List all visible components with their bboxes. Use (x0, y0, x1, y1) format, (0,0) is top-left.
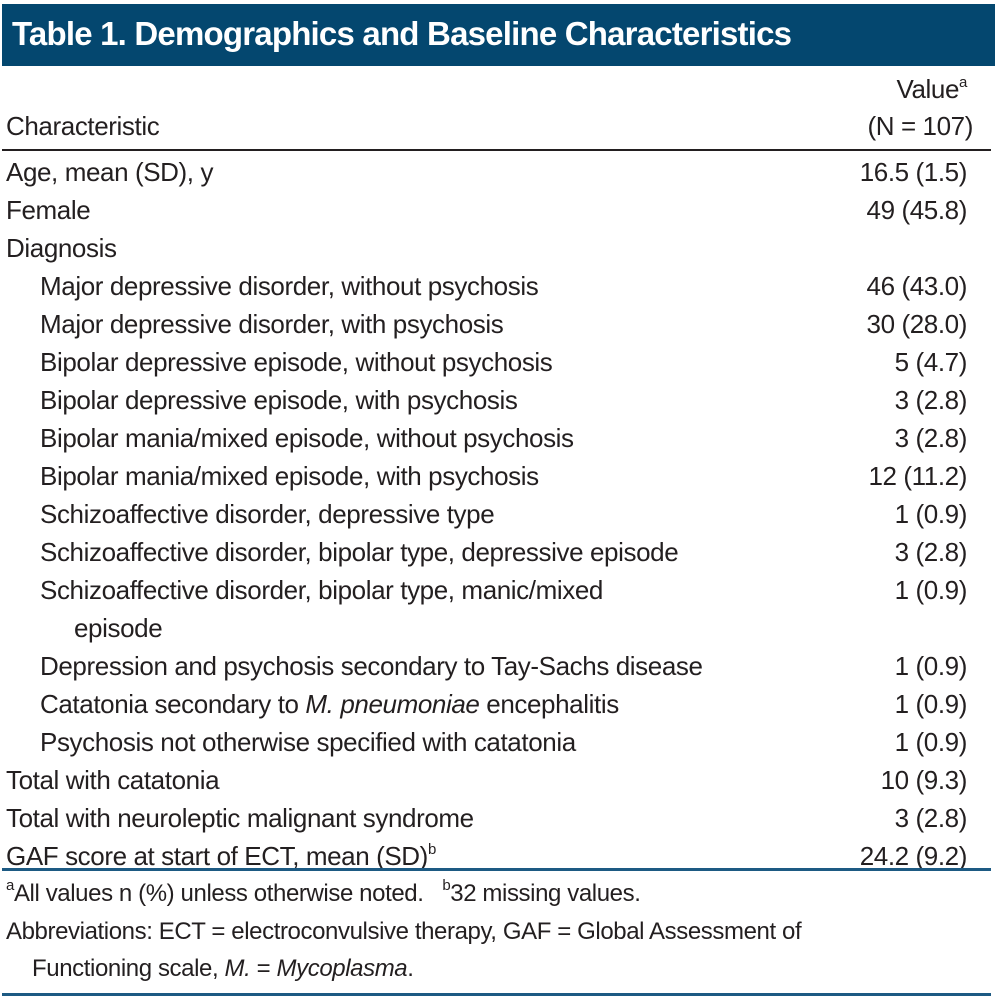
row-value: 1 (0.9) (894, 575, 968, 605)
row-label: Total with neuroleptic malignant syndrom… (6, 799, 474, 837)
row-label: Major depressive disorder, without psych… (40, 267, 539, 305)
footer-bottom-rule (2, 993, 991, 996)
row-label: Diagnosis (6, 229, 117, 267)
value-column-header: Valuea (896, 74, 967, 105)
table-row: Bipolar mania/mixed episode, with psycho… (0, 457, 995, 495)
row-label: Catatonia secondary to M. pneumoniae enc… (40, 685, 619, 723)
row-label: Schizoaffective disorder, bipolar type, … (40, 533, 679, 571)
row-label-part: Catatonia secondary to (40, 689, 306, 719)
row-value: 30 (28.0) (866, 309, 968, 339)
row-label-text: Bipolar depressive episode, without psyc… (40, 347, 553, 377)
table-bottom-rule (2, 868, 991, 871)
abbreviations-line-1: Abbreviations: ECT = electroconvulsive t… (6, 918, 802, 945)
abbrev-text: = (250, 955, 277, 982)
row-label-text: Bipolar mania/mixed episode, with psycho… (40, 461, 539, 491)
row-value: 1 (0.9) (894, 727, 968, 757)
abbrev-text: . (407, 955, 414, 982)
footnote-b: 32 missing values. (450, 880, 641, 907)
table-row: Schizoaffective disorder, depressive typ… (0, 495, 995, 533)
row-label-text: Bipolar depressive episode, with psychos… (40, 385, 518, 415)
characteristic-column-header: Characteristic (6, 111, 160, 141)
row-value: 16.5 (1.5) (859, 157, 968, 187)
row-value: 3 (2.8) (894, 423, 968, 453)
row-label: Psychosis not otherwise specified with c… (40, 723, 576, 761)
table-row: Total with catatonia 10 (9.3) (0, 761, 995, 799)
row-value: 12 (11.2) (868, 461, 967, 491)
row-label-text: Major depressive disorder, without psych… (40, 271, 539, 301)
table-row: Diagnosis (0, 229, 995, 267)
header-divider (2, 149, 991, 151)
row-value: 3 (2.8) (894, 385, 968, 415)
row-label-part: encephalitis (479, 689, 619, 719)
table-row: Major depressive disorder, with psychosi… (0, 305, 995, 343)
table-title: Table 1. Demographics and Baseline Chara… (12, 15, 792, 52)
row-label: Depression and psychosis secondary to Ta… (40, 647, 703, 685)
abbrev-text: Functioning scale, (32, 955, 225, 982)
table-row: Depression and psychosis secondary to Ta… (0, 647, 995, 685)
footnote-marker: b (442, 877, 451, 894)
row-value: 5 (4.7) (894, 347, 968, 377)
table-row: GAF score at start of ECT, mean (SD)b 24.… (0, 837, 995, 875)
row-label-text: Total with catatonia (6, 765, 220, 795)
n-header: (N = 107) (867, 111, 973, 141)
row-label-text: Schizoaffective disorder, depressive typ… (40, 499, 495, 529)
table-row: Bipolar depressive episode, with psychos… (0, 381, 995, 419)
footnote-line: aAll values n (%) unless otherwise noted… (6, 877, 641, 908)
row-label-text: Major depressive disorder, with psychosi… (40, 309, 504, 339)
row-label-text: Schizoaffective disorder, bipolar type, … (40, 575, 603, 605)
table-row: Bipolar depressive episode, without psyc… (0, 343, 995, 381)
row-label: Bipolar mania/mixed episode, with psycho… (40, 457, 539, 495)
row-label: Bipolar depressive episode, with psychos… (40, 381, 518, 419)
row-label: Major depressive disorder, with psychosi… (40, 305, 504, 343)
row-label-italic: M. pneumoniae (305, 689, 480, 719)
row-value: 10 (9.3) (880, 765, 968, 795)
value-header-label: Value (896, 74, 960, 104)
row-label: Schizoaffective disorder, depressive typ… (40, 495, 495, 533)
row-label: Bipolar mania/mixed episode, without psy… (40, 419, 574, 457)
table-title-bar: Table 1. Demographics and Baseline Chara… (2, 4, 995, 66)
row-label-text: Diagnosis (6, 233, 117, 263)
row-value: 1 (0.9) (894, 651, 968, 681)
row-label-continuation: episode (74, 613, 163, 643)
table-body: Age, mean (SD), y 16.5 (1.5) Female 49 (45.… (0, 153, 995, 875)
row-label: Age, mean (SD), y (6, 153, 213, 191)
table-row: Psychosis not otherwise specified with c… (0, 723, 995, 761)
row-label: Total with catatonia (6, 761, 220, 799)
row-value: 3 (2.8) (894, 537, 968, 567)
table-row: Major depressive disorder, without psych… (0, 267, 995, 305)
row-value: 3 (2.8) (894, 803, 968, 833)
row-value: 24.2 (9.2) (859, 841, 968, 871)
row-label-text: Schizoaffective disorder, bipolar type, … (40, 537, 679, 567)
abbrev-italic: M. (224, 955, 251, 982)
row-value: 1 (0.9) (894, 499, 968, 529)
footnote-marker-a: a (959, 74, 967, 91)
table-row: Bipolar mania/mixed episode, without psy… (0, 419, 995, 457)
footnote-marker: a (6, 877, 14, 894)
table-row: Total with neuroleptic malignant syndrom… (0, 799, 995, 837)
row-label: GAF score at start of ECT, mean (SD)b (6, 837, 436, 875)
row-label-text: GAF score at start of ECT, mean (SD) (6, 841, 428, 871)
row-label: Female (6, 191, 91, 229)
row-label-text: Female (6, 195, 91, 225)
table-row: Schizoaffective disorder, bipolar type, … (0, 571, 995, 647)
table-row: Female 49 (45.8) (0, 191, 995, 229)
abbrev-italic: Mycoplasma (276, 955, 408, 982)
row-label-text: Bipolar mania/mixed episode, without psy… (40, 423, 574, 453)
row-label-text: Total with neuroleptic malignant syndrom… (6, 803, 474, 833)
table-row: Age, mean (SD), y 16.5 (1.5) (0, 153, 995, 191)
footnote-marker-b: b (427, 841, 436, 858)
row-label-text: Depression and psychosis secondary to Ta… (40, 651, 703, 681)
row-label: Bipolar depressive episode, without psyc… (40, 343, 553, 381)
footnote-a: All values n (%) unless otherwise noted. (13, 880, 424, 907)
abbreviations-line-2: Functioning scale, M. = Mycoplasma. (32, 955, 414, 983)
row-value: 49 (45.8) (866, 195, 968, 225)
table-row: Catatonia secondary to M. pneumoniae enc… (0, 685, 995, 723)
row-label: Schizoaffective disorder, bipolar type, … (40, 571, 603, 647)
row-label-text: Psychosis not otherwise specified with c… (40, 727, 576, 757)
row-value: 1 (0.9) (894, 689, 968, 719)
row-value: 46 (43.0) (866, 271, 968, 301)
row-label-text: Age, mean (SD), y (6, 157, 214, 187)
table-row: Schizoaffective disorder, bipolar type, … (0, 533, 995, 571)
